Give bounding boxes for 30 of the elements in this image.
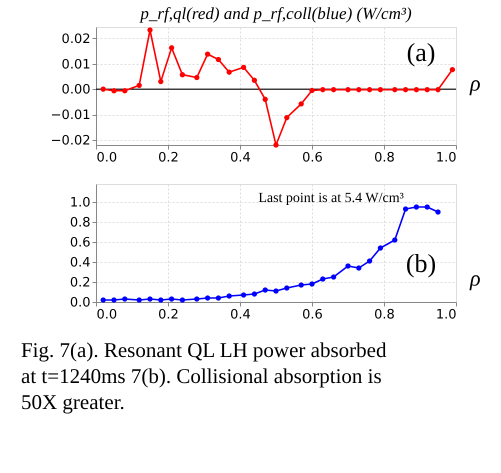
y-tick-label: −0.01 (50, 108, 90, 124)
x-tick-label: 0.2 (158, 150, 179, 166)
y-tick-label: 1.0 (70, 196, 90, 210)
caption: Fig. 7(a). Resonant QL LH power absorbed at t=1240ms 7(b). Collisional absorption is 50X greater. (21, 338, 387, 414)
chart-title: p_rf,ql(red) and p_rf,coll(blue) (W/cm³) (139, 4, 412, 23)
y-tick-label: −0.02 (50, 133, 90, 148)
x-tick-label: 1.0 (436, 308, 456, 322)
x-tick-label: 1.0 (436, 150, 456, 166)
x-tick-label: 0.4 (230, 150, 251, 166)
y-tick-label: 0.6 (70, 236, 90, 250)
y-tick-label: 0.4 (70, 256, 90, 270)
annotation: (a) (406, 38, 436, 67)
annotation: (b) (406, 249, 436, 278)
x-tick-label: 0.2 (158, 308, 179, 322)
y-tick-label: 0.0 (70, 296, 90, 310)
x-tick-label: 0.8 (374, 308, 395, 322)
y-tick-label: 0.01 (62, 57, 90, 72)
x-tick-label: 0.8 (374, 150, 395, 166)
x-tick-label: 0.6 (302, 150, 323, 166)
x-tick-label: 0.4 (230, 308, 251, 322)
y-tick-label: 0.2 (70, 276, 90, 290)
annotation: Last point is at 5.4 W/cm³ (258, 191, 404, 206)
y-tick-label: 0.00 (62, 82, 90, 98)
x-tick-label: 0.6 (302, 308, 323, 322)
x-tick-label: 0.0 (96, 150, 118, 166)
y-tick-label: 0.8 (70, 216, 90, 230)
x-tick-label: 0.0 (96, 308, 118, 322)
y-tick-label: 0.02 (62, 32, 90, 47)
x-axis-title: ρ (469, 265, 481, 290)
x-axis-title: ρ (469, 70, 481, 96)
